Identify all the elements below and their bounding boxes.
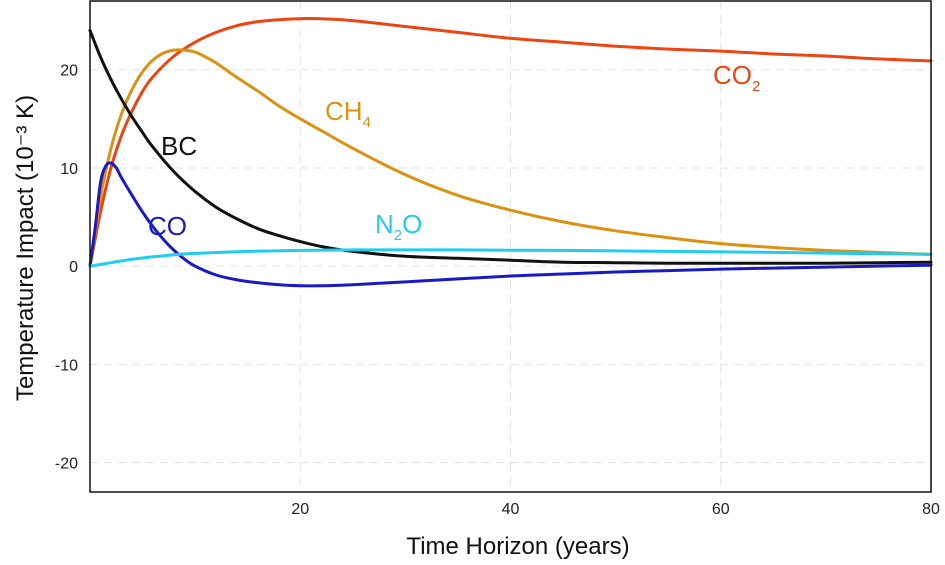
- co2-label: CO2: [713, 60, 760, 95]
- grid-lines: [90, 1, 932, 492]
- y-tick-label: -20: [55, 456, 78, 473]
- plot-frame: [89, 0, 932, 493]
- x-tick-label: 80: [922, 501, 940, 518]
- series-lines: [88, 16, 933, 288]
- co2-line: [88, 16, 933, 268]
- co-line: [88, 161, 933, 288]
- series-labels: CO2 CH4 BC CO N2O: [148, 60, 760, 244]
- x-tick-label: 60: [712, 501, 730, 518]
- co-label: CO: [148, 211, 187, 241]
- x-tick-label: 20: [291, 501, 309, 518]
- y-tick-label: 20: [60, 63, 78, 80]
- ch4-label: CH4: [325, 96, 371, 131]
- bc-line: [88, 29, 933, 265]
- bc-label: BC: [161, 131, 197, 161]
- tick-labels: 20 40 60 80 20 10 0 -10 -20: [55, 63, 940, 518]
- y-tick-label: 0: [69, 259, 78, 276]
- x-tick-label: 40: [502, 501, 520, 518]
- y-tick-label: -10: [55, 357, 78, 374]
- ch4-line: [88, 48, 933, 268]
- x-axis-label: Time Horizon (years): [406, 533, 629, 560]
- n2o-label: N2O: [375, 209, 422, 244]
- y-axis-label: Temperature Impact (10⁻³ K): [12, 95, 39, 401]
- n2o-line: [88, 248, 933, 268]
- y-tick-label: 10: [60, 161, 78, 178]
